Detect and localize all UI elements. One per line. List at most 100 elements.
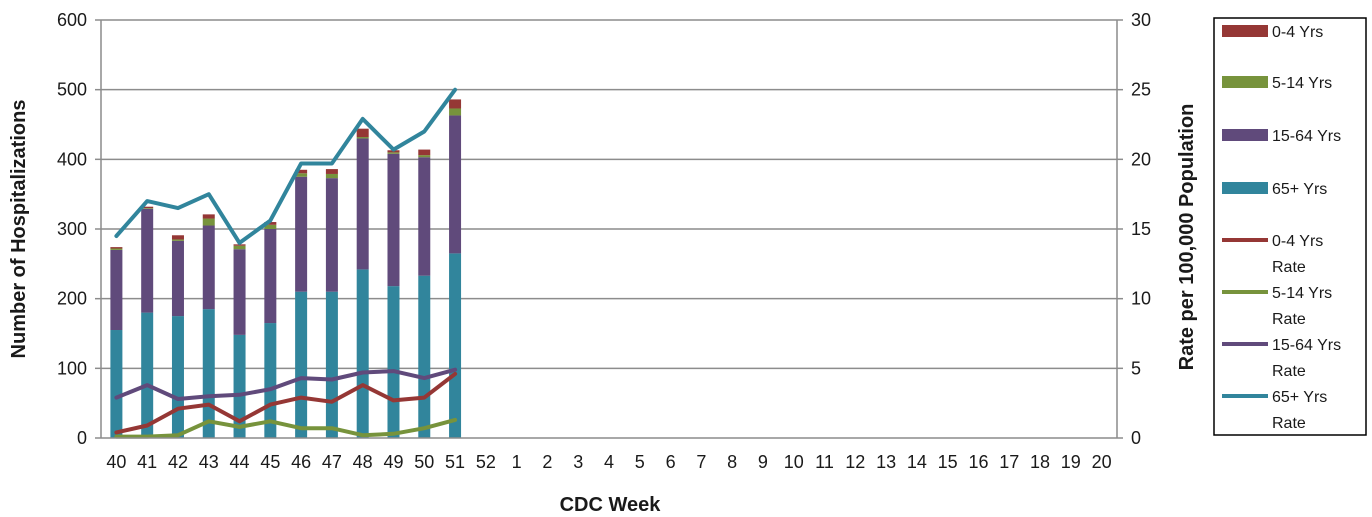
x-tick-label: 42 bbox=[168, 452, 188, 472]
bar-segment bbox=[171, 316, 184, 438]
rate-line bbox=[114, 371, 458, 435]
x-tick-label: 48 bbox=[353, 452, 373, 472]
bar-segment bbox=[295, 169, 308, 174]
rate-line bbox=[114, 417, 458, 439]
x-tick-label: 44 bbox=[230, 452, 250, 472]
y-tick-label: 100 bbox=[57, 358, 87, 378]
bar-segment bbox=[110, 249, 123, 331]
x-tick-label: 10 bbox=[784, 452, 804, 472]
bar-segment bbox=[264, 229, 277, 324]
x-tick-label: 19 bbox=[1061, 452, 1081, 472]
bar-segment bbox=[141, 208, 154, 313]
bar-segment bbox=[110, 248, 123, 250]
bar-segment bbox=[295, 173, 308, 177]
x-tick-label: 13 bbox=[876, 452, 896, 472]
y-tick-label: 200 bbox=[57, 289, 87, 309]
rate-line bbox=[114, 367, 458, 401]
y-tick-label: 0 bbox=[77, 428, 87, 448]
bar-segment bbox=[141, 208, 154, 209]
x-tick-label: 49 bbox=[383, 452, 403, 472]
legend-label: 65+ Yrs bbox=[1272, 181, 1327, 198]
x-tick-label: 2 bbox=[542, 452, 552, 472]
bar-segment bbox=[387, 286, 400, 438]
x-tick-label: 45 bbox=[260, 452, 280, 472]
legend: 0-4 Yrs 5-14 Yrs 15-64 Yrs 65+ Yrs 0-4 Yrs Ra… bbox=[1213, 17, 1367, 436]
legend-label: 15-64 Yrs bbox=[1272, 337, 1341, 354]
legend-label: Rate bbox=[1272, 259, 1306, 276]
bar-segment bbox=[202, 214, 215, 219]
x-tick-label: 50 bbox=[414, 452, 434, 472]
legend-label: 0-4 Yrs bbox=[1272, 24, 1323, 41]
bar-segment bbox=[356, 138, 369, 270]
axes bbox=[95, 19, 1123, 439]
x-tick-label: 52 bbox=[476, 452, 496, 472]
bar-segment bbox=[418, 275, 431, 438]
x-tick-label: 17 bbox=[999, 452, 1019, 472]
bar-segment bbox=[325, 173, 338, 179]
bar-segment bbox=[356, 128, 369, 138]
x-tick-label: 46 bbox=[291, 452, 311, 472]
y2-tick-label: 15 bbox=[1131, 219, 1151, 239]
x-tick-label: 18 bbox=[1030, 452, 1050, 472]
y2-tick-label: 5 bbox=[1131, 358, 1141, 378]
bar-segment bbox=[202, 309, 215, 438]
legend-swatch-bar bbox=[1222, 76, 1268, 88]
x-tick-label: 15 bbox=[938, 452, 958, 472]
x-tick-label: 4 bbox=[604, 452, 614, 472]
y2-tick-label: 10 bbox=[1131, 289, 1151, 309]
bar-segment bbox=[325, 169, 338, 174]
x-tick-label: 20 bbox=[1092, 452, 1112, 472]
rate-lines bbox=[114, 87, 458, 439]
bar-segment bbox=[202, 225, 215, 310]
bar-segment bbox=[387, 152, 400, 154]
legend-swatch-bar bbox=[1222, 25, 1268, 37]
x-tick-label: 41 bbox=[137, 452, 157, 472]
legend-label: 5-14 Yrs bbox=[1272, 75, 1332, 92]
bar-segment bbox=[449, 253, 462, 438]
bar-segment bbox=[171, 235, 184, 240]
bar-segment bbox=[110, 247, 123, 249]
bar-segment bbox=[110, 330, 123, 438]
bar-segment bbox=[264, 323, 277, 438]
bar-segment bbox=[418, 155, 431, 158]
bar-segment bbox=[325, 291, 338, 438]
y-tick-label: 400 bbox=[57, 149, 87, 169]
legend-label: 65+ Yrs bbox=[1272, 389, 1327, 406]
bar-segment bbox=[449, 108, 462, 116]
legend-swatch-bar bbox=[1222, 182, 1268, 194]
legend-label: 0-4 Yrs bbox=[1272, 233, 1323, 250]
bar-segment bbox=[295, 176, 308, 292]
bar-segment bbox=[418, 149, 431, 156]
x-tick-label: 47 bbox=[322, 452, 342, 472]
x-tick-label: 11 bbox=[815, 452, 834, 472]
legend-label: Rate bbox=[1272, 415, 1306, 432]
x-tick-label: 40 bbox=[106, 452, 126, 472]
y2-tick-label: 30 bbox=[1131, 10, 1151, 30]
x-tick-label: 16 bbox=[968, 452, 988, 472]
x-axis-title: CDC Week bbox=[560, 494, 662, 516]
bar-segment bbox=[387, 153, 400, 287]
bar-segment bbox=[449, 115, 462, 254]
x-tick-label: 9 bbox=[758, 452, 768, 472]
bar-segment bbox=[171, 240, 184, 317]
bar-segment bbox=[233, 245, 246, 250]
bar-segment bbox=[449, 99, 462, 109]
bar-segment bbox=[295, 291, 308, 438]
y-axis-title: Number of Hospitalizations bbox=[8, 100, 30, 359]
bar-segment bbox=[325, 178, 338, 292]
x-tick-label: 6 bbox=[666, 452, 676, 472]
y-tick-label: 300 bbox=[57, 219, 87, 239]
bar-segment bbox=[141, 312, 154, 438]
bar-segment bbox=[356, 137, 369, 139]
gridlines bbox=[101, 19, 1117, 370]
y2-tick-label: 0 bbox=[1131, 428, 1141, 448]
legend-swatch-bar bbox=[1222, 129, 1268, 141]
rate-line bbox=[114, 87, 458, 245]
x-tick-label: 5 bbox=[635, 452, 645, 472]
x-tick-label: 7 bbox=[696, 452, 706, 472]
bar-segment bbox=[356, 269, 369, 438]
bar-segment bbox=[202, 218, 215, 226]
legend-label: 15-64 Yrs bbox=[1272, 128, 1341, 145]
bar-segment bbox=[233, 334, 246, 438]
